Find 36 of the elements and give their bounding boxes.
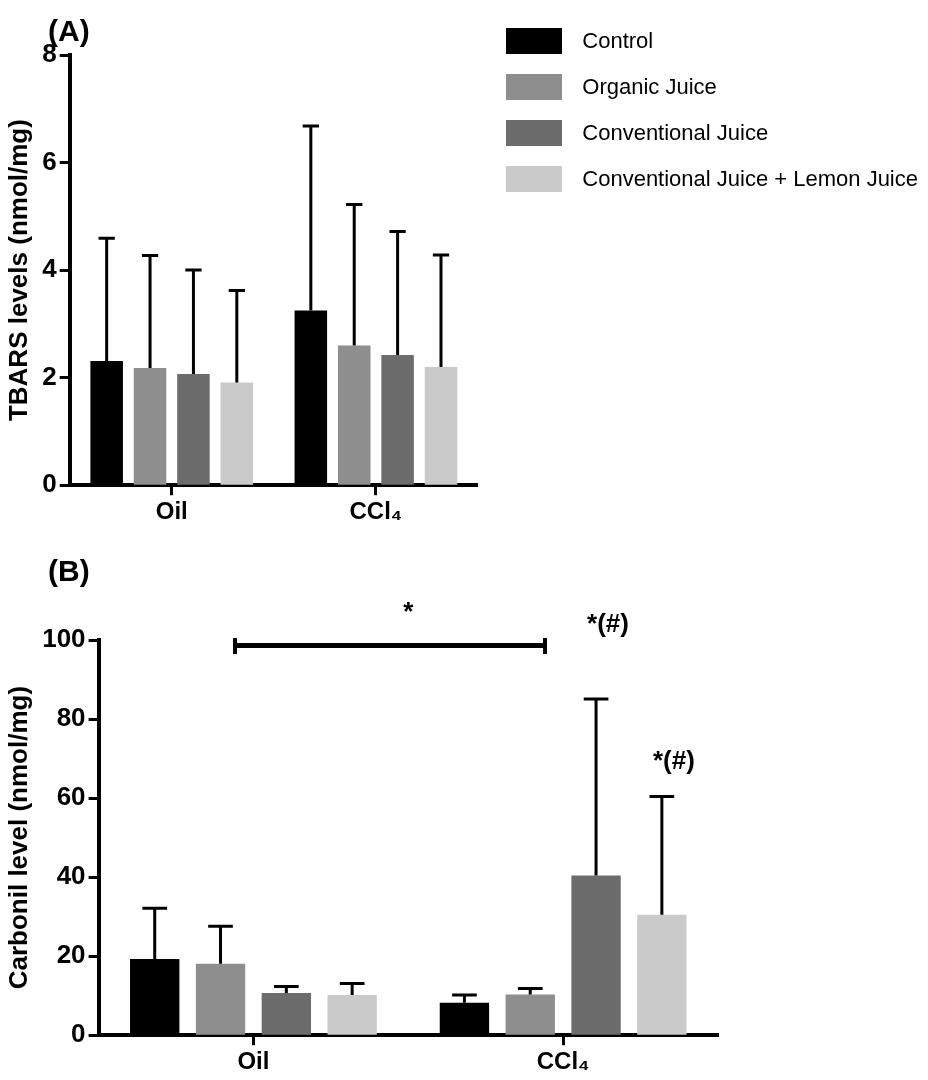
y-tick-label: 0: [42, 468, 57, 499]
x-tick-label: CCl₄: [349, 497, 403, 525]
bar: [381, 355, 414, 485]
bar: [195, 963, 246, 1035]
legend-label: Conventional Juice: [582, 120, 769, 146]
legend-label: Organic Juice: [582, 74, 717, 100]
bar: [177, 373, 210, 485]
x-tick-label: Oil: [155, 497, 188, 525]
bar: [133, 367, 167, 485]
y-tick-label: 60: [56, 781, 86, 812]
x-tick-label: CCl₄: [536, 1047, 590, 1075]
bar: [220, 382, 254, 485]
y-tick-label: 80: [56, 702, 86, 733]
y-tick-label: 100: [42, 623, 86, 654]
bar: [424, 366, 458, 485]
text: *(#): [587, 608, 629, 639]
x-tick-label: Oil: [237, 1047, 270, 1075]
bar: [505, 994, 555, 1035]
y-tick-label: 2: [42, 360, 57, 391]
y-tick-label: 4: [42, 253, 58, 284]
y-tick-label: 20: [56, 939, 86, 970]
bar: [571, 875, 621, 1035]
bar: [327, 994, 377, 1035]
bar: [337, 345, 371, 485]
y-axis-title: Carbonil level (nmol/mg): [2, 685, 33, 990]
text: *: [403, 596, 415, 627]
annotation: *(#): [652, 744, 695, 775]
legend-label: Conventional Juice + Lemon Juice: [582, 166, 918, 192]
bar: [637, 914, 687, 1035]
y-tick-label: 6: [42, 145, 57, 176]
y-axis-title: TBARS levels (nmol/mg): [2, 119, 33, 422]
y-tick-label: 0: [71, 1018, 86, 1049]
y-tick-label: 40: [56, 860, 86, 891]
chart-title: (B): [48, 554, 90, 588]
legend-label: Control: [582, 28, 654, 54]
bar: [261, 992, 312, 1035]
